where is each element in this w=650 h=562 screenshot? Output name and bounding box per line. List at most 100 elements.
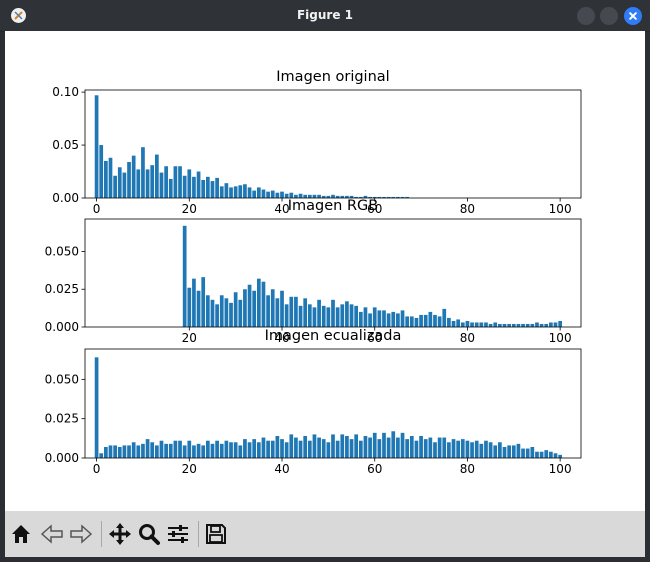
bar bbox=[219, 186, 224, 198]
bar bbox=[474, 440, 479, 458]
bar bbox=[363, 195, 368, 198]
bar bbox=[539, 451, 544, 458]
navigation-toolbar bbox=[5, 511, 645, 557]
bar bbox=[168, 178, 173, 198]
bar bbox=[224, 440, 229, 458]
bar bbox=[386, 437, 391, 458]
pan-icon bbox=[109, 523, 131, 545]
bar bbox=[368, 437, 372, 458]
bar bbox=[298, 193, 303, 198]
bar bbox=[447, 442, 451, 458]
configure-subplots-icon bbox=[168, 525, 188, 543]
bar bbox=[192, 278, 196, 327]
bar bbox=[419, 435, 423, 458]
bar bbox=[178, 166, 182, 198]
bar bbox=[428, 311, 433, 327]
bar bbox=[117, 446, 122, 458]
bar bbox=[400, 196, 405, 198]
bar bbox=[451, 320, 456, 327]
pan-button[interactable] bbox=[106, 520, 134, 548]
bar bbox=[358, 196, 363, 198]
configure-subplots-button[interactable] bbox=[164, 520, 192, 548]
bar bbox=[521, 323, 525, 327]
zoom-icon bbox=[139, 524, 160, 545]
bar bbox=[507, 323, 512, 327]
bar bbox=[215, 304, 219, 327]
x-tick-label: 60 bbox=[367, 202, 382, 216]
bar bbox=[433, 314, 437, 327]
bar bbox=[326, 442, 331, 458]
bar bbox=[498, 323, 502, 327]
bar bbox=[289, 296, 294, 327]
bar bbox=[498, 442, 502, 458]
bar bbox=[396, 437, 400, 458]
bar bbox=[433, 442, 437, 458]
bar bbox=[192, 176, 196, 198]
bar bbox=[294, 437, 298, 458]
bar bbox=[117, 167, 122, 198]
bar bbox=[303, 298, 308, 327]
bar bbox=[502, 446, 507, 458]
bar bbox=[525, 448, 530, 458]
bar bbox=[349, 439, 354, 458]
plots-svg: 0 20 40 60 80 100 0.00 0.05 0.10 Imagen original 2… bbox=[45, 69, 582, 476]
bar bbox=[196, 443, 201, 458]
forward-button[interactable] bbox=[67, 520, 95, 548]
y-tick-label: 0.00 bbox=[52, 191, 79, 205]
bar bbox=[493, 445, 498, 458]
back-arrow-icon bbox=[40, 524, 63, 544]
y-tick-label: 0.025 bbox=[45, 282, 79, 296]
bar bbox=[428, 437, 433, 458]
bar bbox=[303, 194, 308, 198]
x-tick-label: 40 bbox=[274, 202, 289, 216]
bar bbox=[122, 172, 127, 198]
bar bbox=[136, 169, 141, 198]
zoom-button[interactable] bbox=[135, 520, 163, 548]
title-bar[interactable]: Figure 1 bbox=[0, 0, 650, 32]
bar bbox=[182, 445, 187, 458]
bar bbox=[349, 195, 354, 198]
bar bbox=[326, 307, 331, 327]
minimize-button[interactable] bbox=[577, 7, 595, 25]
bar bbox=[201, 277, 206, 327]
bar bbox=[451, 439, 456, 458]
bar bbox=[479, 443, 484, 458]
x-tick-label: 40 bbox=[274, 462, 289, 476]
maximize-button[interactable] bbox=[600, 7, 618, 25]
bar bbox=[210, 443, 215, 458]
y-tick-label: 0.025 bbox=[45, 412, 79, 426]
bar bbox=[215, 177, 219, 198]
bar bbox=[155, 154, 159, 198]
bar bbox=[131, 442, 136, 458]
x-tick-label: 0 bbox=[93, 462, 101, 476]
bar bbox=[104, 160, 108, 198]
bar bbox=[377, 310, 382, 327]
bar bbox=[363, 307, 368, 327]
bar bbox=[233, 186, 238, 198]
bar bbox=[284, 442, 289, 458]
bar bbox=[511, 445, 516, 458]
bar bbox=[164, 443, 168, 458]
back-button[interactable] bbox=[38, 520, 66, 548]
bar bbox=[386, 313, 391, 327]
save-button[interactable] bbox=[202, 520, 230, 548]
bar bbox=[94, 357, 99, 458]
home-button[interactable] bbox=[7, 520, 35, 548]
bar bbox=[396, 196, 400, 198]
bar bbox=[164, 166, 168, 198]
bar bbox=[405, 196, 410, 198]
close-button[interactable] bbox=[624, 7, 642, 25]
y-tick-label: 0.05 bbox=[52, 138, 79, 152]
x-tick-label: 100 bbox=[549, 202, 572, 216]
bar bbox=[479, 322, 484, 327]
figure-canvas[interactable]: 0 20 40 60 80 100 0.00 0.05 0.10 Imagen original 2… bbox=[5, 31, 645, 511]
bar bbox=[307, 304, 312, 327]
y-tick-label: 0.10 bbox=[52, 85, 79, 99]
bar bbox=[266, 440, 270, 458]
bar bbox=[539, 323, 544, 327]
bar bbox=[178, 440, 182, 458]
bar bbox=[266, 191, 270, 198]
bar bbox=[358, 440, 363, 458]
bar bbox=[266, 295, 270, 327]
bar bbox=[294, 194, 298, 198]
